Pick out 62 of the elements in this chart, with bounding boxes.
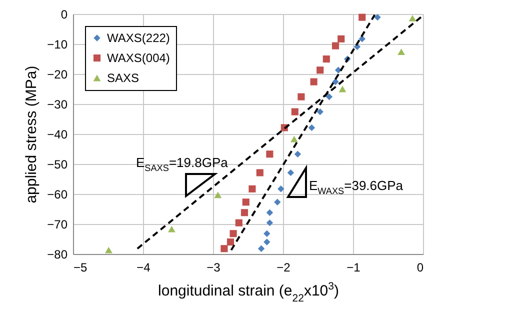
point [358,36,366,42]
point [266,150,274,158]
point [374,14,381,21]
point [230,230,237,238]
point [326,93,333,100]
y-tick-label: −70 [47,218,68,232]
y-tick-label: −60 [47,188,68,202]
y-tick-label: −10 [47,38,68,52]
point [322,55,330,63]
x-tick-label: −2 [276,260,291,274]
point [256,169,264,176]
point [278,186,284,192]
point [338,86,346,92]
y-axis-title: applied stress (MPa) [23,66,40,204]
x-tick-label: −1 [346,260,361,274]
legend-label: SAXS [107,71,140,85]
y-tick-label: −40 [47,128,68,142]
x-tick-label: −4 [136,260,151,274]
legend-label: WAXS(222) [107,31,170,45]
annotation: E$_{SAXS}$=19.8GPa [136,155,229,174]
point [226,238,234,246]
point [290,136,298,142]
point [248,185,256,192]
point [264,230,270,237]
point [332,78,339,86]
point [264,238,270,246]
y-tick-label: −80 [47,248,68,262]
point [310,78,318,86]
point [398,48,406,56]
point [294,150,302,158]
point [298,93,305,100]
point [338,35,345,42]
y-tick-label: −30 [47,98,68,112]
y-tick-label: −20 [47,68,68,82]
point [220,245,228,252]
point [266,209,274,216]
point [316,66,324,74]
x-tick-label: 0 [416,260,424,274]
point [274,198,281,206]
point [291,108,298,116]
x-axis-title: longitudinal strain (e$_{22}$x10$^{3}$) [158,280,339,304]
point [287,169,294,176]
point [258,245,265,252]
annotation: E$_{WAXS}$=39.6GPa [309,178,404,196]
point [168,226,176,232]
point [266,219,274,226]
point [242,198,250,206]
point [408,14,416,22]
point [104,246,112,254]
point [214,192,222,198]
point [240,209,248,216]
x-tick-label: −3 [206,260,221,274]
y-tick-label: 0 [60,8,68,22]
x-tick-label: −5 [74,260,88,274]
y-tick-label: −50 [47,158,68,172]
point [358,14,366,21]
point [334,66,342,74]
point [308,124,316,132]
legend-label: WAXS(004) [107,51,170,65]
point [316,108,324,116]
point [332,42,340,50]
point [235,219,242,226]
